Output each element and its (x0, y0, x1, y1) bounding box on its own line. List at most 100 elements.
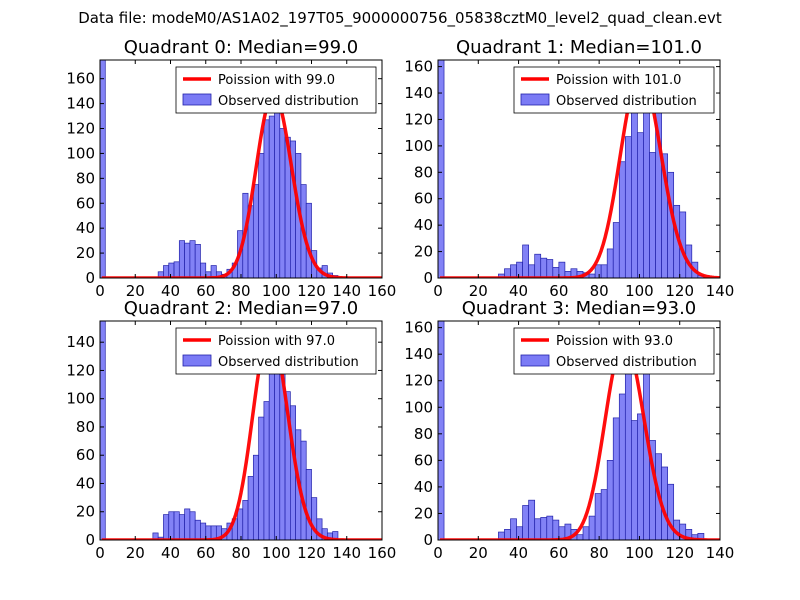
chart-2-bar-9 (194, 519, 201, 540)
chart-1-legend-bar-swatch (520, 93, 550, 106)
chart-3-bar-7 (534, 518, 542, 540)
chart-2-bar-22 (263, 401, 270, 540)
chart-3-ytick-label-1: 20 (414, 504, 433, 522)
chart-0-ytick-label-7: 140 (66, 95, 95, 113)
chart-3-bar-6 (528, 499, 536, 540)
chart-0-xtick-label-1: 20 (126, 282, 145, 300)
chart-0-xtick-label-5: 100 (262, 282, 291, 300)
chart-2-bar-5 (173, 511, 180, 540)
chart-3-bar-4 (516, 526, 523, 540)
chart-0-legend-label-0: Poission with 99.0 (218, 73, 335, 88)
chart-2-bar-30 (305, 469, 312, 540)
chart-2-bar-19 (247, 476, 254, 540)
chart-3-bar-3 (510, 518, 517, 540)
chart-1-xtick-label-1: 20 (469, 282, 488, 300)
chart-1-legend-label-1: Observed distribution (556, 94, 697, 109)
chart-3-ytick-label-5: 100 (404, 398, 433, 416)
chart-0-ytick-label-3: 60 (76, 194, 95, 212)
chart-2-bar-24 (274, 370, 281, 540)
chart-1-poisson-line (440, 71, 720, 278)
chart-2-ytick-label-6: 120 (66, 361, 95, 379)
chart-1-bar-23 (631, 109, 638, 278)
chart-2-xtick-label-1: 20 (126, 544, 145, 562)
chart-0-xtick-label-2: 40 (161, 282, 180, 300)
chart-2-xtick-label-8: 160 (368, 544, 397, 562)
chart-0-bar-19 (252, 184, 259, 278)
chart-1-xtick-label-5: 100 (625, 282, 654, 300)
chart-3-bar-14 (576, 534, 584, 540)
chart-2-legend-label-1: Observed distribution (218, 355, 359, 370)
chart-1-ytick-label-4: 80 (414, 163, 433, 181)
chart-2-bar-1 (152, 532, 159, 540)
chart-1-bar-8 (540, 257, 548, 278)
chart-0-poisson-line (101, 91, 382, 278)
chart-3-ytick-label-4: 80 (414, 425, 433, 443)
chart-0-xtick-label-6: 120 (297, 282, 326, 300)
chart-1-plot-area (438, 60, 720, 278)
chart-3-xtick-label-7: 140 (706, 544, 735, 562)
chart-3-bar-21 (618, 393, 626, 540)
chart-1-ytick-label-3: 60 (414, 190, 433, 208)
chart-2-xtick-label-2: 40 (161, 544, 180, 562)
chart-0-ytick-label-5: 100 (66, 144, 95, 162)
chart-0-bar-0 (100, 60, 106, 278)
chart-0-ytick-label-8: 160 (66, 70, 95, 88)
chart-3-bar-15 (582, 526, 590, 540)
chart-0-xtick-label-4: 80 (231, 282, 250, 300)
chart-0-title: Quadrant 0: Median=99.0 (124, 37, 359, 58)
chart-0-bar-3 (168, 262, 175, 278)
chart-0-ytick-label-0: 0 (85, 269, 95, 287)
chart-3-ytick-label-7: 140 (404, 345, 433, 363)
chart-2-bar-4 (168, 511, 175, 540)
chart-2-ytick-label-0: 0 (85, 531, 95, 549)
chart-3-xtick-label-5: 100 (625, 544, 654, 562)
chart-3-xtick-label-1: 20 (469, 544, 488, 562)
chart-2-xtick-label-5: 100 (262, 544, 291, 562)
chart-2-ytick-label-1: 20 (76, 503, 95, 521)
quadrant-1-panel: Quadrant 1: Median=101.0 0 20 40 60 80 100 120 1… (404, 37, 734, 300)
chart-3-bar-0 (438, 321, 445, 540)
chart-1-bar-26 (649, 152, 656, 278)
chart-2-bar-0 (100, 321, 106, 540)
chart-3-bar-10 (552, 519, 560, 540)
chart-0-ytick-label-1: 20 (76, 244, 95, 262)
chart-3-xtick-label-4: 80 (590, 544, 609, 562)
chart-2-ytick-label-3: 60 (76, 446, 95, 464)
chart-3-title: Quadrant 3: Median=93.0 (462, 298, 697, 319)
chart-3-bar-17 (594, 493, 602, 540)
chart-2-xtick-label-6: 120 (297, 544, 326, 562)
chart-3-ytick-label-6: 120 (404, 372, 433, 390)
chart-3-xtick-label-0: 0 (433, 544, 443, 562)
chart-0-bar-5 (178, 240, 185, 278)
chart-0-legend-bar-swatch (182, 93, 212, 106)
chart-2-xtick-label-7: 140 (332, 544, 361, 562)
chart-3-bar-29 (667, 483, 675, 540)
chart-2-bar-35 (332, 531, 339, 540)
chart-0-bar-7 (189, 240, 196, 278)
chart-0-legend-label-1: Observed distribution (218, 94, 359, 109)
chart-3-xtick-label-3: 60 (549, 544, 568, 562)
chart-2-ytick-label-4: 80 (76, 418, 95, 436)
quadrant-3-panel: Quadrant 3: Median=93.0 0 20 40 60 80 100 120 14… (404, 298, 734, 562)
chart-1-legend-label-0: Poission with 101.0 (556, 73, 681, 88)
chart-0-ytick-label-6: 120 (66, 120, 95, 138)
chart-1-xtick-label-3: 60 (549, 282, 568, 300)
chart-0-bar-6 (184, 242, 191, 278)
chart-0-bar-9 (200, 262, 207, 278)
chart-0-bar-8 (194, 244, 201, 278)
chart-0-bar-24 (279, 128, 286, 278)
chart-2-bar-20 (252, 454, 259, 540)
chart-0-bar-4 (173, 261, 180, 278)
chart-1-bar-17 (594, 264, 602, 278)
chart-1-ytick-label-2: 40 (414, 216, 433, 234)
chart-3-bar-24 (637, 413, 644, 540)
chart-3-bar-23 (631, 420, 638, 540)
chart-1-bar-5 (522, 244, 529, 278)
chart-2-ytick-label-5: 100 (66, 390, 95, 408)
chart-1-bar-16 (588, 273, 596, 278)
chart-2-legend: Poission with 97.0 Observed distribution (175, 327, 377, 375)
chart-1-bar-20 (612, 222, 620, 278)
chart-2-bar-21 (258, 416, 265, 540)
chart-1-bar-0 (438, 60, 445, 278)
